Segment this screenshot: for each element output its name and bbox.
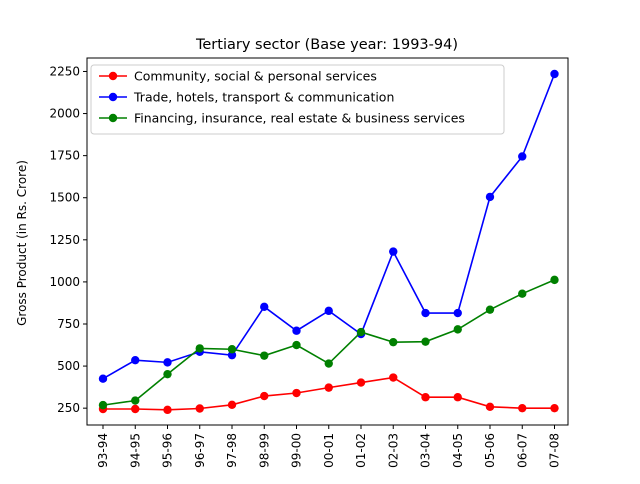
- series-3: [98, 275, 559, 410]
- chart-title: Tertiary sector (Base year: 1993-94): [195, 37, 458, 53]
- y-tick-label: 1000: [49, 275, 80, 289]
- data-point: [98, 374, 108, 383]
- data-point: [195, 404, 204, 413]
- x-tick-label: 03-04: [419, 433, 433, 468]
- legend-entry: Financing, insurance, real estate & busi…: [99, 111, 465, 126]
- legend-label: Community, social & personal services: [134, 69, 377, 84]
- legend-marker: [108, 92, 118, 102]
- data-point: [131, 404, 140, 414]
- data-point: [389, 337, 398, 347]
- data-point: [485, 305, 495, 314]
- legend-marker: [108, 71, 118, 81]
- data-point: [98, 400, 108, 410]
- y-tick-label: 2000: [49, 107, 80, 121]
- data-point: [550, 403, 559, 413]
- series-2: [98, 69, 559, 383]
- data-point: [518, 403, 527, 413]
- x-tick-label: 97-98: [225, 433, 239, 468]
- data-point: [421, 337, 430, 346]
- data-point: [421, 308, 430, 318]
- data-point: [453, 308, 462, 318]
- plot-frame: [86, 57, 569, 426]
- data-point: [550, 275, 559, 285]
- data-point: [324, 306, 333, 316]
- y-tick-label: 500: [57, 359, 80, 373]
- data-point: [389, 373, 398, 382]
- x-tick-label: 06-07: [515, 433, 529, 468]
- data-point: [324, 383, 333, 392]
- data-point: [260, 351, 269, 360]
- legend-label: Financing, insurance, real estate & busi…: [134, 111, 465, 126]
- series-1: [98, 373, 559, 415]
- data-point: [260, 391, 269, 401]
- y-tick-label: 2250: [49, 64, 80, 78]
- data-point: [485, 192, 495, 202]
- data-point: [163, 369, 172, 379]
- data-point: [260, 302, 269, 312]
- x-tick-label: 07-08: [548, 433, 562, 468]
- data-point: [550, 69, 559, 79]
- x-tick-label: 93-94: [96, 433, 110, 468]
- y-tick-label: 750: [57, 317, 80, 331]
- data-point: [356, 327, 366, 337]
- data-point: [163, 358, 172, 367]
- y-tick-label: 250: [57, 401, 80, 415]
- plot-area: 250 500 750 1000 1250 1500 1750 2000 2250 93-94 94…: [49, 57, 569, 468]
- y-axis-label: Gross Product (in Rs. Crore): [15, 160, 29, 326]
- data-point: [195, 344, 204, 353]
- x-tick-label: 98-99: [257, 433, 271, 468]
- y-tick-label: 1500: [49, 191, 80, 205]
- data-point: [356, 378, 366, 387]
- data-point: [227, 350, 237, 360]
- x-tick-label: 00-01: [322, 433, 336, 468]
- data-point: [518, 152, 527, 161]
- x-tick-label: 99-00: [290, 433, 304, 468]
- x-tick-label: 96-97: [193, 433, 207, 468]
- data-point: [292, 340, 301, 350]
- data-point: [421, 393, 430, 402]
- legend-label: Trade, hotels, transport & communication: [133, 90, 394, 105]
- x-tick-label: 94-95: [128, 433, 142, 468]
- data-point: [227, 400, 237, 409]
- x-tick-label: 95-96: [161, 433, 175, 468]
- data-point: [518, 289, 527, 298]
- x-tick-label: 02-03: [386, 433, 400, 468]
- data-point: [453, 393, 462, 402]
- legend-entry: Community, social & personal services: [99, 69, 377, 84]
- y-tick-label: 1750: [49, 149, 80, 163]
- data-point: [131, 396, 140, 405]
- x-tick-label: 05-06: [483, 433, 497, 468]
- legend-entry: Trade, hotels, transport & communication: [99, 90, 394, 105]
- x-tick-label: 04-05: [451, 433, 465, 468]
- legend: Community, social & personal services Tra…: [90, 64, 505, 135]
- y-tick-label: 1250: [49, 233, 80, 247]
- data-point: [163, 405, 172, 415]
- x-tick-label: 01-02: [354, 433, 368, 468]
- data-point: [227, 345, 237, 354]
- legend-box: [90, 64, 505, 135]
- legend-marker: [108, 113, 118, 123]
- data-point: [324, 359, 333, 368]
- data-point: [485, 402, 495, 412]
- data-point: [453, 325, 462, 334]
- data-point: [389, 247, 398, 256]
- data-point: [292, 388, 301, 398]
- data-point: [292, 326, 301, 335]
- data-point: [131, 355, 140, 365]
